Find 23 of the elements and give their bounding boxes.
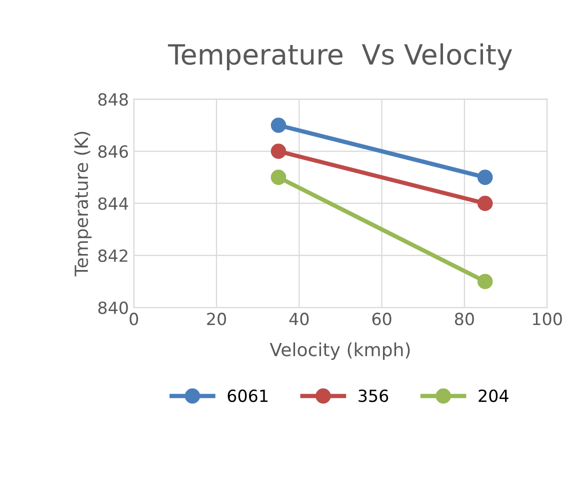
point	[477, 170, 493, 185]
chart-title: Temperature Vs Velocity	[168, 43, 512, 70]
legend-label: 204	[478, 389, 508, 402]
point	[270, 144, 286, 159]
x-tick-label: 0	[130, 312, 138, 326]
x-tick-label: 100	[533, 312, 562, 326]
x-axis-title: Velocity (kmph)	[270, 342, 410, 360]
y-tick-label: 846	[98, 145, 128, 158]
point	[477, 196, 493, 211]
y-tick-label: 848	[98, 93, 128, 106]
y-axis-title: Temperature (K)	[74, 132, 92, 276]
y-tick-label: 840	[98, 301, 128, 314]
point	[270, 170, 286, 185]
x-tick-label: 40	[289, 312, 309, 326]
point	[477, 274, 493, 290]
point	[270, 118, 286, 133]
x-tick-label: 60	[372, 312, 392, 326]
legend-label: 6061	[228, 389, 268, 402]
x-tick-label: 20	[207, 312, 226, 326]
x-tick-label: 80	[454, 312, 474, 326]
y-tick-label: 844	[98, 197, 128, 210]
y-tick-label: 842	[98, 249, 128, 262]
legend-label: 356	[358, 389, 388, 402]
